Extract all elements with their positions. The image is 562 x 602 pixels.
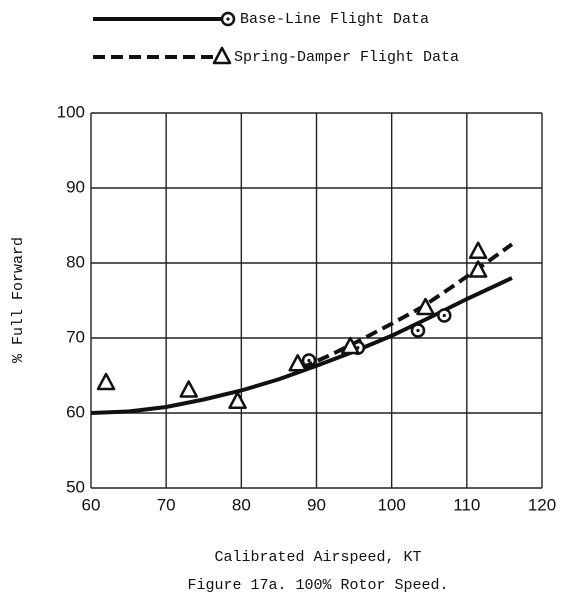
x-axis-label: Calibrated Airspeed, KT (214, 549, 421, 566)
x-tick-label: 70 (157, 495, 176, 514)
data-point (468, 241, 488, 259)
x-tick-label: 60 (82, 495, 101, 514)
data-point (341, 336, 360, 355)
y-tick-label: 70 (66, 327, 85, 346)
y-tick-label: 100 (57, 102, 85, 121)
data-point (288, 354, 307, 372)
data-point (179, 380, 198, 398)
legend-marker (212, 46, 232, 65)
y-tick-label: 50 (66, 477, 85, 496)
data-point (96, 372, 116, 391)
data-point (416, 297, 435, 316)
marker-dot (307, 358, 311, 363)
caption: Figure 17a. 100% Rotor Speed. (187, 577, 448, 594)
y-axis-label: % Full Forward (10, 237, 27, 363)
fit-curve (90, 276, 513, 415)
x-tick-label: 120 (528, 495, 556, 514)
marker-dot (226, 17, 230, 21)
x-tick-label: 100 (377, 495, 405, 514)
y-tick-label: 60 (66, 402, 85, 421)
x-tick-label: 90 (307, 495, 326, 514)
legend-label: Base-Line Flight Data (240, 11, 429, 28)
legend-label: Spring-Damper Flight Data (234, 49, 459, 66)
x-tick-label: 110 (453, 495, 480, 514)
marker-dot (416, 328, 420, 333)
data-point (468, 260, 488, 278)
y-tick-label: 90 (66, 177, 85, 196)
data-point (228, 391, 247, 409)
x-tick-label: 80 (232, 495, 251, 514)
marker-dot (442, 313, 446, 318)
y-tick-label: 80 (66, 252, 85, 271)
